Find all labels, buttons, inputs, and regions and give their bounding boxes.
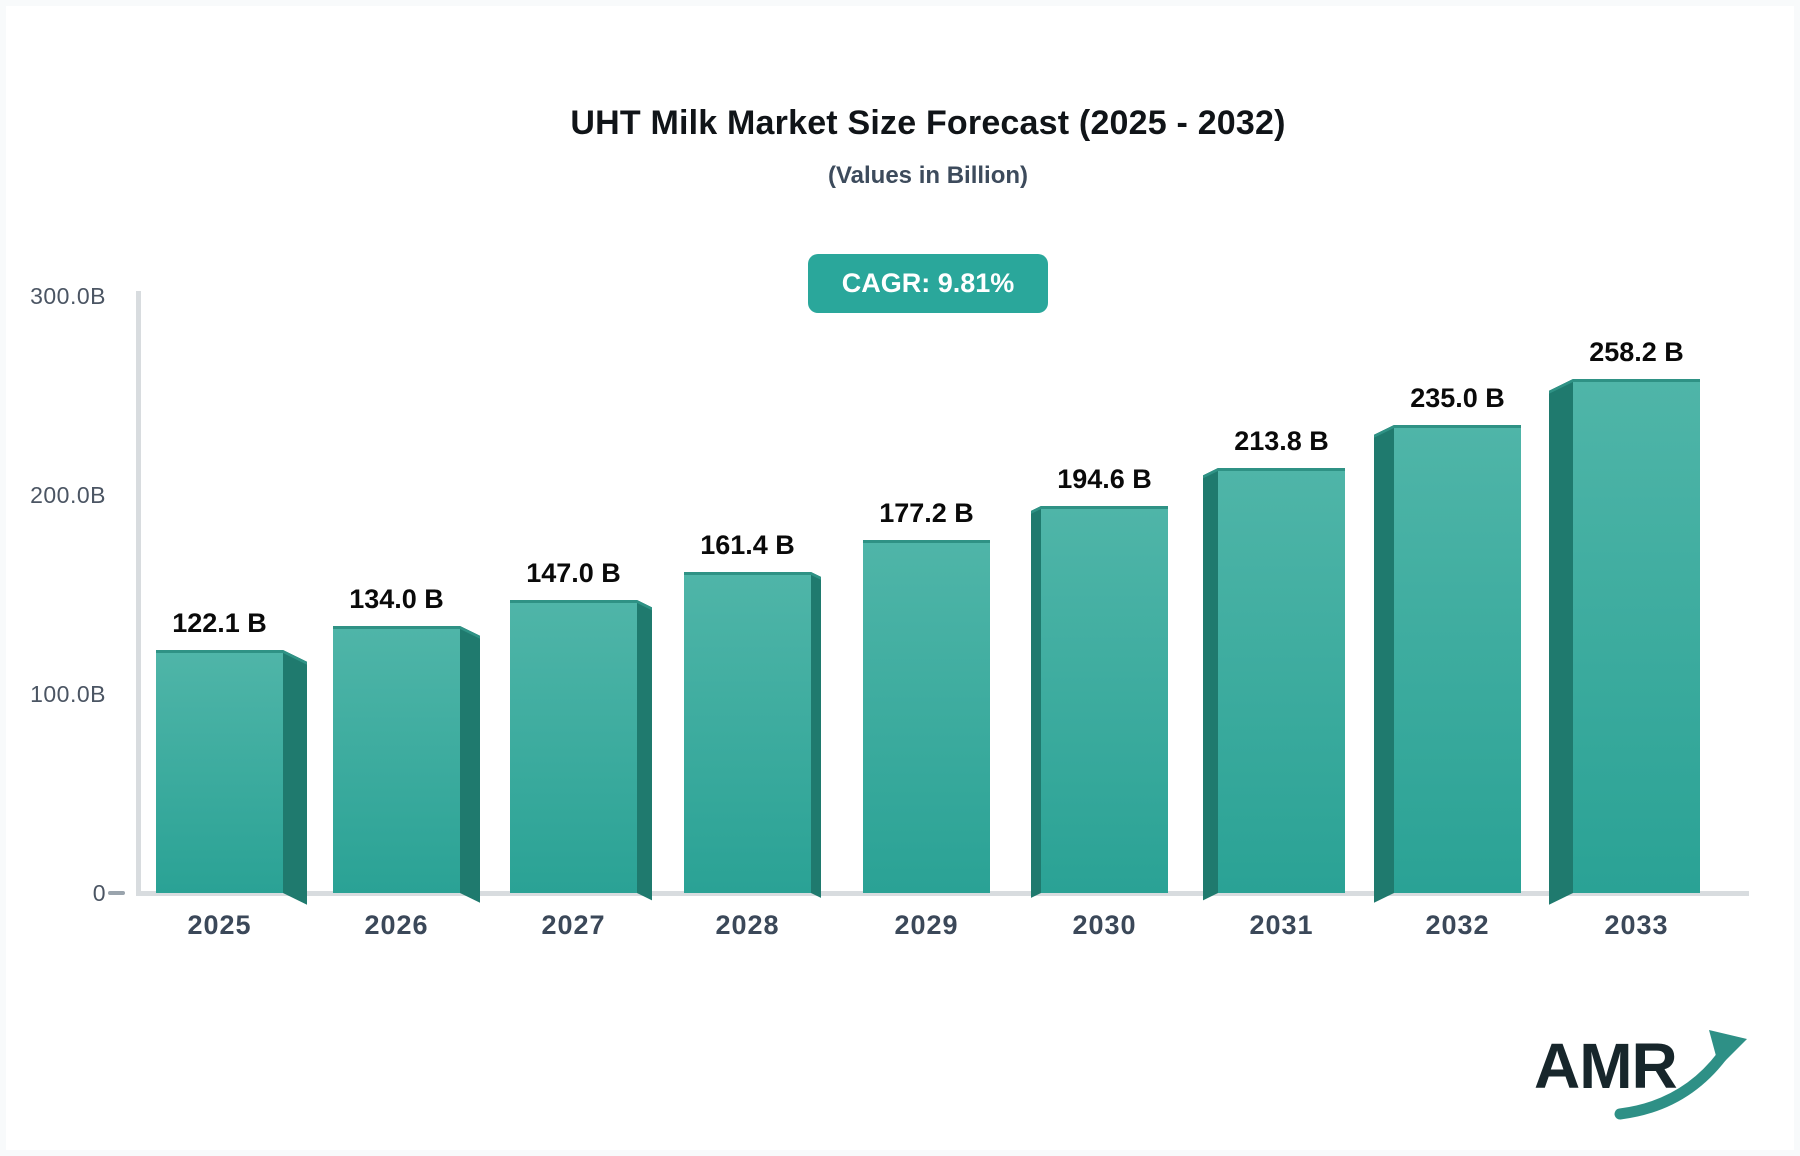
bar-2028 bbox=[684, 572, 811, 893]
bar-side-face bbox=[1031, 506, 1041, 898]
x-axis-label: 2026 bbox=[364, 910, 429, 940]
bar-value-label: 177.2 B bbox=[879, 498, 974, 528]
y-axis-tick-label: 0 bbox=[92, 880, 106, 906]
bar-value-label: 161.4 B bbox=[700, 530, 795, 560]
bar-side-face bbox=[811, 572, 821, 898]
cagr-badge-row: CAGR: 9.81% bbox=[50, 254, 1800, 313]
x-axis-label: 2028 bbox=[715, 910, 780, 940]
bar-side-face bbox=[283, 650, 307, 905]
amr-logo: AMR bbox=[1534, 1030, 1774, 1134]
bar-side-face bbox=[1203, 468, 1218, 901]
x-axis-label: 2027 bbox=[541, 910, 606, 940]
bar-chart: 300.0B 200.0B 100.0B 0 122.1 B 134.0 B 147.0 … bbox=[6, 6, 1800, 1156]
bar-side-face bbox=[1549, 379, 1573, 905]
bar-value-label: 194.6 B bbox=[1057, 464, 1152, 494]
bar-2032 bbox=[1394, 425, 1521, 893]
x-axis-label: 2031 bbox=[1249, 910, 1314, 940]
bar-2027 bbox=[510, 600, 637, 893]
page-subtitle: (Values in Billion) bbox=[827, 162, 1029, 189]
bar-2031 bbox=[1218, 468, 1345, 893]
bar-2030 bbox=[1041, 506, 1168, 893]
bar-value-label: 213.8 B bbox=[1234, 426, 1329, 456]
bar-2026 bbox=[333, 626, 460, 893]
bar-value-label: 258.2 B bbox=[1589, 337, 1684, 367]
bar-side-face bbox=[637, 600, 652, 901]
page-title: UHT Milk Market Size Forecast (2025 - 20… bbox=[570, 104, 1286, 142]
y-axis-tick-label: 200.0B bbox=[30, 482, 106, 508]
x-axis-line bbox=[136, 891, 1749, 896]
bar-2025 bbox=[156, 650, 283, 893]
x-axis-label: 2030 bbox=[1072, 910, 1137, 940]
bar-side-face bbox=[1374, 425, 1394, 903]
bar-value-label: 134.0 B bbox=[349, 584, 444, 614]
bar-2029 bbox=[863, 540, 990, 893]
bar-side-face bbox=[460, 626, 480, 903]
x-axis-label: 2032 bbox=[1425, 910, 1490, 940]
logo-growth-arrow-icon bbox=[1614, 1030, 1747, 1120]
x-axis-label: 2029 bbox=[894, 910, 959, 940]
x-axis-label: 2033 bbox=[1604, 910, 1669, 940]
bar-value-label: 147.0 B bbox=[526, 558, 621, 588]
cagr-badge: CAGR: 9.81% bbox=[807, 254, 1049, 313]
x-axis-label: 2025 bbox=[187, 910, 252, 940]
chart-card: UHT Milk Market Size Forecast (2025 - 20… bbox=[6, 6, 1794, 1150]
y-axis-line bbox=[136, 291, 141, 896]
y-axis-tick-label: 100.0B bbox=[30, 681, 106, 707]
zero-tick-mark bbox=[108, 891, 125, 895]
bar-2033 bbox=[1573, 379, 1700, 893]
amr-logo-text: AMR bbox=[1534, 1030, 1678, 1102]
bar-value-label: 235.0 B bbox=[1410, 383, 1505, 413]
y-axis-tick-label: 300.0B bbox=[30, 283, 106, 309]
bar-value-label: 122.1 B bbox=[172, 608, 267, 638]
